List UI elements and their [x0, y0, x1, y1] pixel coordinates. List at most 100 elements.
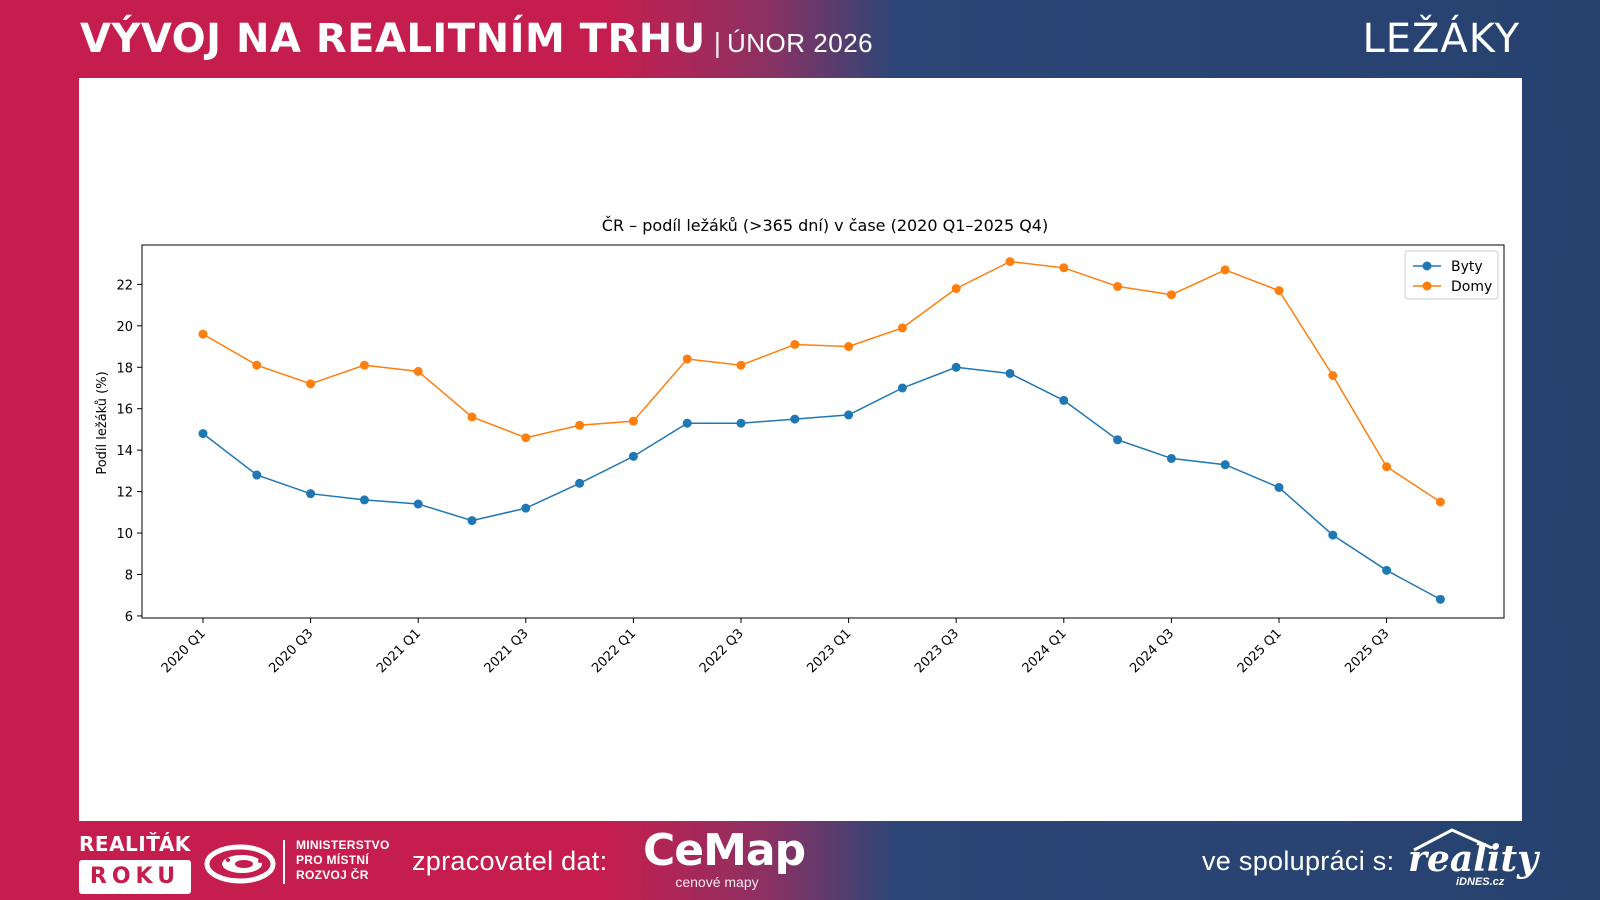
- data-point-byty: [1435, 594, 1445, 604]
- data-point-domy: [951, 284, 961, 294]
- logo-divider: [283, 840, 285, 884]
- data-point-domy: [1059, 263, 1069, 273]
- legend-marker-byty: [1422, 261, 1432, 271]
- topic-title: LEŽÁKY: [1362, 16, 1520, 62]
- legend-label-domy: Domy: [1451, 279, 1492, 295]
- data-point-byty: [467, 516, 477, 526]
- award-logo-bottom: ROKU: [79, 860, 191, 894]
- data-point-domy: [1435, 497, 1445, 507]
- plot-frame: [141, 244, 1505, 619]
- y-tick-label: 8: [125, 568, 133, 583]
- data-point-domy: [575, 420, 585, 430]
- data-point-byty: [844, 410, 854, 420]
- data-point-byty: [1274, 482, 1284, 492]
- x-tick-label: 2020 Q3: [266, 626, 316, 676]
- house-roof-icon: [1413, 828, 1493, 852]
- data-point-domy: [1220, 265, 1230, 275]
- ministry-line-1: MINISTERSTVO: [296, 838, 390, 852]
- data-point-domy: [628, 416, 638, 426]
- legend-marker-domy: [1422, 281, 1432, 291]
- data-point-domy: [198, 329, 208, 339]
- y-tick-label: 20: [116, 320, 133, 335]
- x-tick-label: 2025 Q3: [1342, 626, 1392, 676]
- ministry-emblem-icon: [204, 844, 276, 884]
- data-point-domy: [844, 342, 854, 352]
- data-point-byty: [252, 470, 262, 480]
- data-point-byty: [306, 489, 316, 499]
- data-point-byty: [736, 418, 746, 428]
- data-point-domy: [1166, 290, 1176, 300]
- data-point-domy: [306, 379, 316, 389]
- series-line-domy: [202, 260, 1441, 503]
- cemap-logo: CeMap cenové mapy: [643, 825, 813, 891]
- y-tick-label: 22: [116, 278, 133, 293]
- y-axis: 6 8 10 12 14 16 18 20 22: [116, 278, 142, 625]
- chart-legend: Byty Domy: [1404, 250, 1499, 300]
- data-point-byty: [1166, 453, 1176, 463]
- data-point-byty: [1059, 395, 1069, 405]
- data-point-domy: [413, 366, 423, 376]
- x-tick-label: 2021 Q3: [482, 626, 532, 676]
- y-tick-label: 14: [116, 444, 133, 459]
- x-tick-label: 2021 Q1: [374, 626, 424, 676]
- y-tick-label: 16: [116, 403, 133, 418]
- data-point-domy: [1005, 257, 1015, 267]
- chart-title: ČR – podíl ležáků (>365 dní) v čase (202…: [602, 216, 1048, 235]
- data-point-domy: [790, 339, 800, 349]
- report-date: ÚNOR 2026: [727, 28, 874, 58]
- award-logo-top: REALIŤÁK: [79, 832, 191, 856]
- title-separator: |: [713, 27, 721, 58]
- data-point-domy: [252, 360, 262, 370]
- ministry-line-3: ROZVOJ ČR: [296, 868, 369, 882]
- collaboration-label: ve spolupráci s:: [1202, 846, 1395, 876]
- data-point-domy: [1113, 281, 1123, 291]
- data-point-byty: [628, 451, 638, 461]
- data-point-byty: [1220, 460, 1230, 470]
- ministry-name: MINISTERSTVO PRO MÍSTNÍ ROZVOJ ČR: [296, 838, 390, 883]
- data-point-byty: [359, 495, 369, 505]
- y-tick-label: 10: [116, 527, 133, 542]
- x-tick-label: 2024 Q3: [1127, 626, 1177, 676]
- data-point-domy: [897, 323, 907, 333]
- data-point-byty: [951, 362, 961, 372]
- x-tick-label: 2022 Q1: [589, 626, 639, 676]
- data-point-domy: [1328, 371, 1338, 381]
- data-point-domy: [521, 433, 531, 443]
- cemap-logo-text: CeMap: [643, 825, 806, 876]
- x-tick-label: 2020 Q1: [159, 626, 209, 676]
- data-point-domy: [359, 360, 369, 370]
- ministry-line-2: PRO MÍSTNÍ: [296, 853, 370, 867]
- series-layer: [198, 257, 1445, 604]
- data-point-byty: [790, 414, 800, 424]
- data-point-byty: [1113, 435, 1123, 445]
- data-processor-label: zpracovatel dat:: [412, 846, 608, 876]
- data-point-domy: [736, 360, 746, 370]
- data-point-domy: [1274, 286, 1284, 296]
- data-point-byty: [1005, 368, 1015, 378]
- data-point-byty: [1382, 565, 1392, 575]
- x-tick-label: 2022 Q3: [697, 626, 747, 676]
- award-logo: REALIŤÁK ROKU: [79, 832, 195, 894]
- x-axis: 2020 Q1 2020 Q3 2021 Q1 2021 Q3 2022 Q1 2022 …: [159, 618, 1392, 676]
- x-tick-label: 2023 Q3: [912, 626, 962, 676]
- data-point-domy: [1382, 462, 1392, 472]
- x-tick-label: 2024 Q1: [1020, 626, 1070, 676]
- series-line-byty: [202, 366, 1441, 601]
- legend-label-byty: Byty: [1451, 259, 1483, 275]
- reality-logo-subtext: iDNES.cz: [1456, 876, 1505, 888]
- header-left: VÝVOJ NA REALITNÍM TRHU | ÚNOR 2026: [80, 16, 873, 62]
- data-point-byty: [521, 503, 531, 513]
- data-point-byty: [1328, 530, 1338, 540]
- chart-panel: ČR – podíl ležáků (>365 dní) v čase (202…: [79, 78, 1522, 821]
- data-point-byty: [575, 478, 585, 488]
- data-point-byty: [198, 429, 208, 439]
- data-point-byty: [897, 383, 907, 393]
- data-point-byty: [682, 418, 692, 428]
- page-title: VÝVOJ NA REALITNÍM TRHU: [80, 16, 706, 62]
- footer: REALIŤÁK ROKU MINISTERSTVO PRO MÍSTNÍ RO…: [0, 822, 1600, 900]
- line-chart: ČR – podíl ležáků (>365 dní) v čase (202…: [95, 216, 1505, 676]
- x-tick-label: 2023 Q1: [804, 626, 854, 676]
- data-point-domy: [682, 354, 692, 364]
- data-point-byty: [413, 499, 423, 509]
- cemap-logo-subtext: cenové mapy: [675, 874, 759, 890]
